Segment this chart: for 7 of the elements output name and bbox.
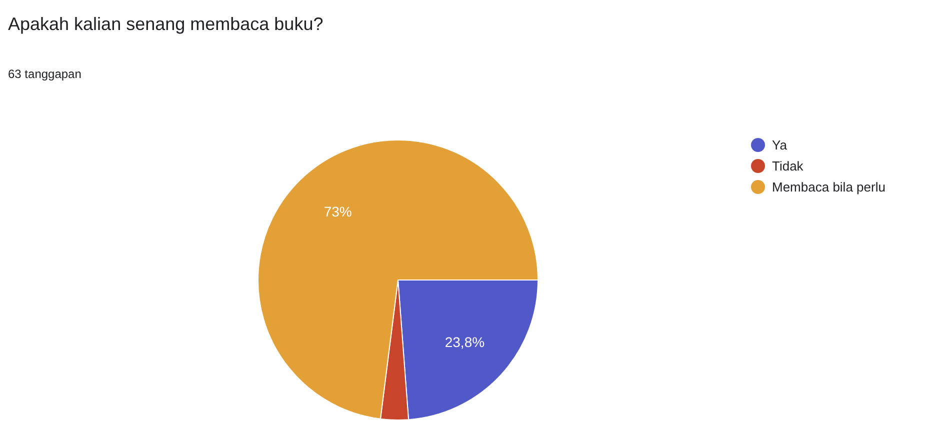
legend-label: Membaca bila perlu: [772, 180, 886, 195]
legend-label: Ya: [772, 138, 788, 153]
data-label: 23,8%: [444, 334, 485, 350]
chart-title: Apakah kalian senang membaca buku?: [8, 14, 324, 34]
data-label: 73%: [324, 204, 352, 220]
legend-label: Tidak: [772, 158, 804, 174]
text: 63 tanggapan: [8, 67, 82, 81]
